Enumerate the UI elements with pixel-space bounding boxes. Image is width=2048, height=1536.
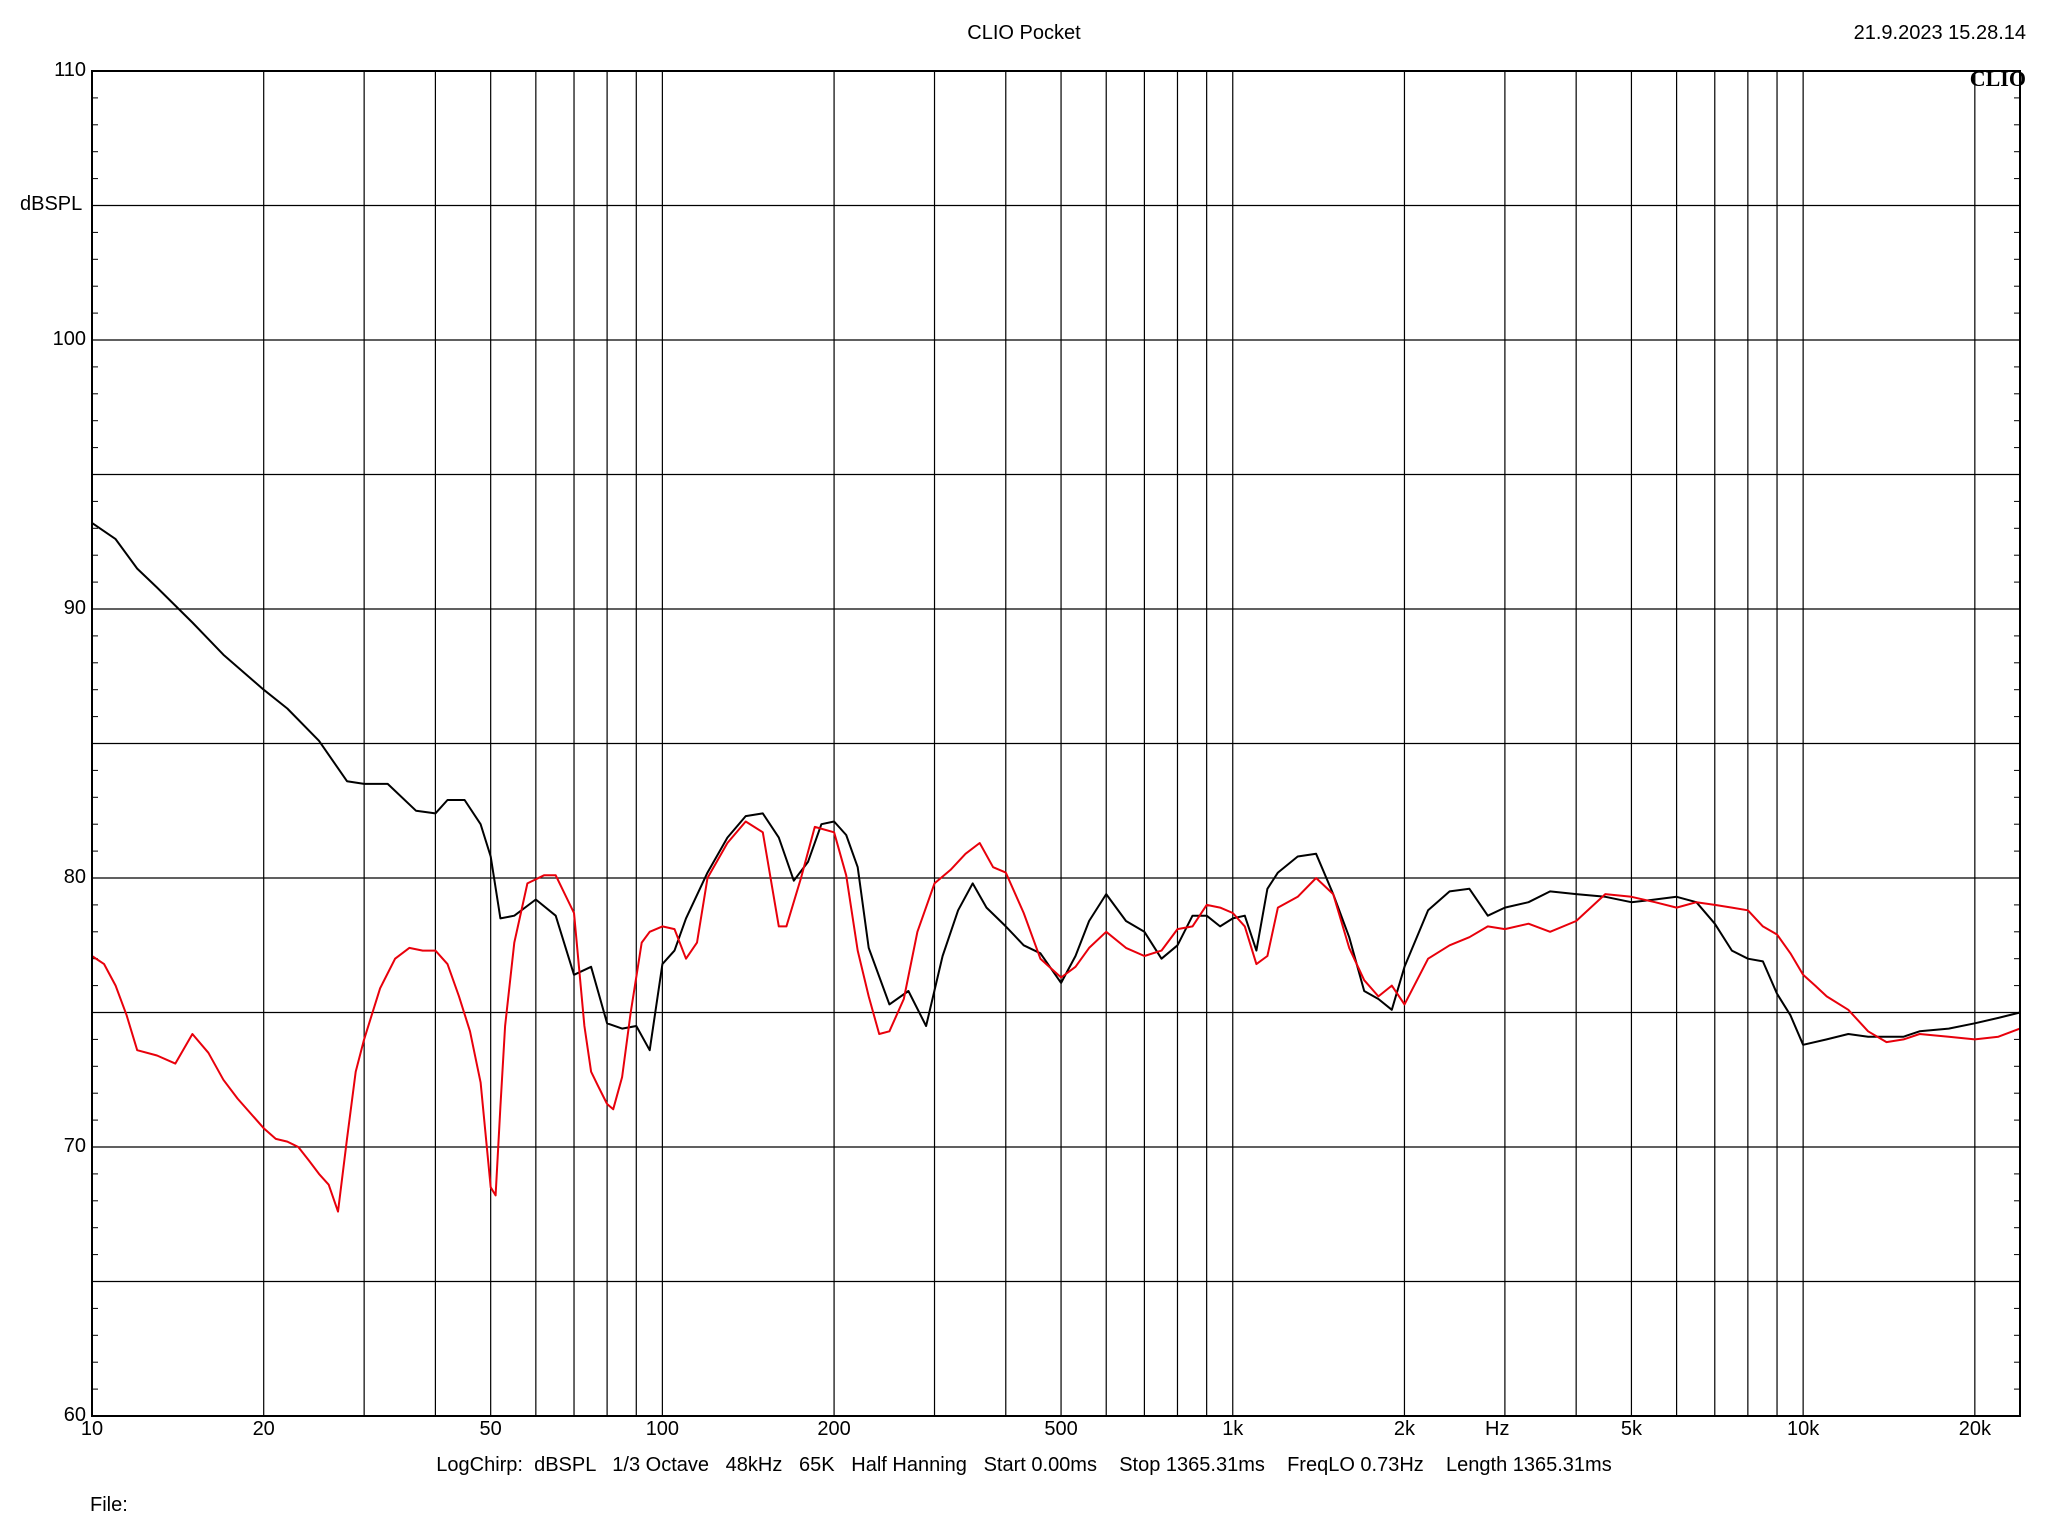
plot-frame: [91, 70, 2021, 1417]
x-tick-label: 200: [817, 1418, 851, 1440]
x-tick-label: 500: [1044, 1418, 1078, 1440]
x-tick-label: 2k: [1393, 1418, 1416, 1440]
series-group: [91, 522, 2021, 1213]
file-label: File:: [90, 1494, 128, 1516]
x-tick-label: 10: [80, 1418, 104, 1440]
y-tick-label: 100: [52, 328, 86, 350]
clio-logo: CLIO: [1969, 66, 2026, 91]
y-tick-label: 70: [63, 1135, 86, 1157]
y-axis-label: dBSPL: [20, 193, 83, 215]
x-axis-unit: Hz: [1485, 1418, 1510, 1440]
x-tick-label: 20: [252, 1418, 275, 1440]
x-tick-label: 100: [645, 1418, 680, 1440]
grid: [92, 71, 2020, 1416]
x-tick-label: 5k: [1620, 1418, 1642, 1440]
x-tick-label: 50: [479, 1418, 502, 1440]
y-tick-label: 80: [63, 866, 86, 888]
chart-title: CLIO Pocket: [967, 22, 1081, 44]
x-tick-label: 10k: [1787, 1418, 1820, 1440]
y-tick-label: 60: [63, 1404, 86, 1426]
y-tick-label: 110: [54, 59, 86, 81]
series-line-2: [91, 820, 2021, 1213]
y-tick-label: 90: [63, 597, 86, 619]
series-line-1: [91, 522, 2021, 1052]
measurement-info: LogChirp: dBSPL 1/3 Octave 48kHz 65K Hal…: [436, 1454, 1612, 1476]
timestamp: 21.9.2023 15.28.14: [1853, 22, 2026, 44]
x-tick-label: 20k: [1958, 1418, 1991, 1440]
x-tick-label: 1k: [1222, 1418, 1244, 1440]
